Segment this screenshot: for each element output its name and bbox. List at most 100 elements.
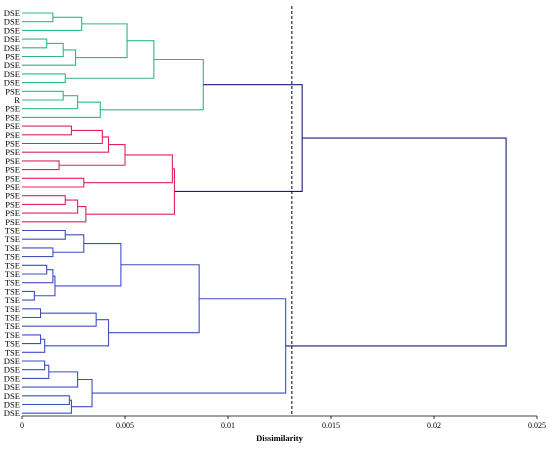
leaf-label: DSE bbox=[4, 408, 20, 418]
dendrogram-link bbox=[22, 101, 101, 118]
dendrogram-link bbox=[65, 40, 155, 79]
dendrogram-link bbox=[22, 16, 83, 31]
x-tick-label: 0.025 bbox=[528, 421, 546, 430]
x-axis: 0 0.005 0.01 0.015 0.02 0.025 bbox=[20, 415, 546, 430]
dendrogram-link bbox=[22, 360, 46, 371]
leaf-label: DSE bbox=[4, 60, 20, 70]
leaf-label: DSE bbox=[4, 34, 20, 44]
dendrogram-link bbox=[52, 234, 85, 253]
dendrogram-link bbox=[22, 338, 46, 353]
dendrogram-link bbox=[22, 42, 64, 58]
dendrogram-link bbox=[22, 395, 70, 406]
dendrogram-link bbox=[22, 160, 60, 171]
dendrogram-link bbox=[22, 129, 103, 145]
leaf-label: PSE bbox=[5, 173, 20, 183]
leaf-label: PSE bbox=[5, 86, 20, 96]
leaf-label: PSE bbox=[5, 147, 20, 157]
dendrogram-link bbox=[22, 290, 35, 301]
dendrogram-link bbox=[174, 84, 303, 193]
leaf-label: PSE bbox=[5, 199, 20, 209]
leaf-label: PSE bbox=[5, 156, 20, 166]
leaf-label: PSE bbox=[5, 112, 20, 122]
dendrogram-link bbox=[22, 38, 48, 49]
leaf-label: PSE bbox=[5, 191, 20, 201]
dendrogram-link bbox=[285, 137, 507, 347]
dendrogram-link bbox=[22, 247, 54, 258]
leaf-label: DSE bbox=[4, 43, 20, 53]
leaf-label: PSE bbox=[5, 208, 20, 218]
leaf-label: DSE bbox=[4, 365, 20, 375]
leaf-label: TSE bbox=[5, 295, 20, 305]
leaf-label: PSE bbox=[5, 182, 20, 192]
x-tick-label: 0 bbox=[20, 421, 24, 430]
dendrogram-link bbox=[22, 95, 79, 110]
dendrogram-link bbox=[44, 319, 110, 347]
dendrogram-link bbox=[22, 399, 72, 414]
dendrogram-link bbox=[22, 269, 54, 284]
dendrogram-link bbox=[100, 58, 204, 111]
leaf-label: PSE bbox=[5, 121, 20, 131]
dendrogram-link bbox=[22, 12, 54, 23]
leaf-label: DSE bbox=[4, 391, 20, 401]
leaf-label: DSE bbox=[4, 356, 20, 366]
leaf-label: TSE bbox=[5, 234, 20, 244]
leaf-label: TSE bbox=[5, 260, 20, 270]
dendrogram-link bbox=[71, 378, 93, 408]
leaf-label: TSE bbox=[5, 321, 20, 331]
leaf-label: TSE bbox=[5, 226, 20, 236]
leaf-label: TSE bbox=[5, 304, 20, 314]
leaf-label: PSE bbox=[5, 165, 20, 175]
dendrogram-link bbox=[22, 229, 66, 240]
dendrogram-link bbox=[92, 298, 287, 394]
leaf-label: DSE bbox=[4, 25, 20, 35]
dendrogram-tree bbox=[22, 12, 507, 414]
dendrogram-link bbox=[22, 371, 79, 388]
leaf-label: TSE bbox=[5, 347, 20, 357]
x-tick-label: 0.02 bbox=[427, 421, 441, 430]
leaf-label: TSE bbox=[5, 278, 20, 288]
leaf-label: PSE bbox=[5, 130, 20, 140]
leaf-label: PSE bbox=[5, 104, 20, 114]
leaf-label: TSE bbox=[5, 269, 20, 279]
dendrogram-link bbox=[22, 49, 77, 66]
leaf-label: DSE bbox=[4, 8, 20, 18]
leaf-label: DSE bbox=[4, 78, 20, 88]
dendrogram-link bbox=[22, 312, 97, 327]
dendrogram-link bbox=[34, 275, 56, 297]
dendrogram-link bbox=[22, 125, 72, 136]
dendrogram-link bbox=[22, 195, 66, 205]
x-tick-label: 0.01 bbox=[221, 421, 235, 430]
dendrogram-link bbox=[83, 154, 173, 184]
leaf-label: PSE bbox=[5, 139, 20, 149]
leaf-label: DSE bbox=[4, 382, 20, 392]
leaf-label: DSE bbox=[4, 373, 20, 383]
leaf-label: DSE bbox=[4, 69, 20, 79]
leaf-label: PSE bbox=[5, 52, 20, 62]
leaf-label: TSE bbox=[5, 330, 20, 340]
leaf-label: TSE bbox=[5, 286, 20, 296]
dendrogram-link bbox=[22, 199, 79, 214]
leaf-label: DSE bbox=[4, 17, 20, 27]
dendrogram-link bbox=[22, 206, 87, 223]
x-axis-title: Dissimilarity bbox=[256, 433, 303, 443]
leaf-label: PSE bbox=[5, 217, 20, 227]
dendrogram-link bbox=[108, 264, 200, 334]
leaf-labels: DSEDSEDSEDSEDSEPSEDSEDSEDSEPSERPSEPSEPSE… bbox=[4, 8, 21, 418]
dendrogram-link bbox=[85, 168, 175, 215]
dendrogram-link bbox=[54, 243, 122, 287]
dendrogram-link bbox=[75, 23, 128, 59]
dendrogram-link bbox=[22, 90, 64, 101]
leaf-label: TSE bbox=[5, 243, 20, 253]
dendrogram-link bbox=[22, 308, 42, 319]
leaf-label: DSE bbox=[4, 400, 20, 410]
leaf-label: TSE bbox=[5, 252, 20, 262]
dendrogram-link bbox=[22, 334, 42, 345]
x-tick-label: 0.005 bbox=[116, 421, 134, 430]
dendrogram-link bbox=[22, 264, 48, 275]
dendrogram-link bbox=[22, 73, 66, 84]
leaf-label: TSE bbox=[5, 339, 20, 349]
leaf-label: TSE bbox=[5, 313, 20, 323]
dendrogram-link bbox=[59, 144, 126, 166]
